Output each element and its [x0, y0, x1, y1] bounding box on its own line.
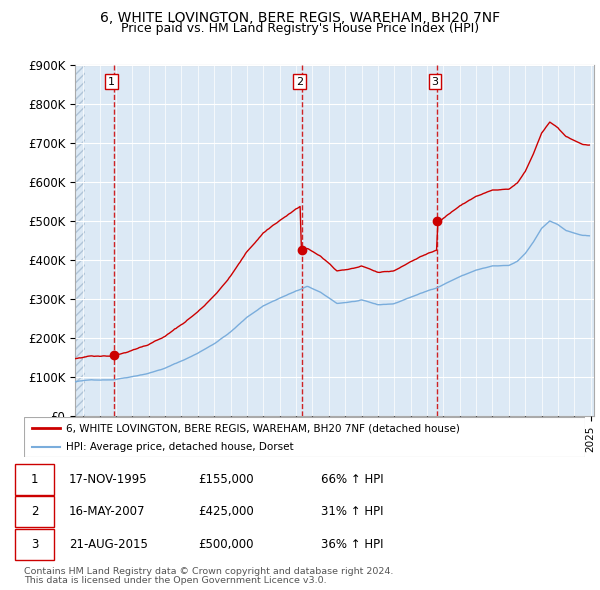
Text: 31% ↑ HPI: 31% ↑ HPI [321, 505, 383, 519]
Text: £500,000: £500,000 [198, 537, 254, 551]
Text: Price paid vs. HM Land Registry's House Price Index (HPI): Price paid vs. HM Land Registry's House … [121, 22, 479, 35]
Text: This data is licensed under the Open Government Licence v3.0.: This data is licensed under the Open Gov… [24, 576, 326, 585]
Text: 3: 3 [31, 537, 38, 551]
Text: HPI: Average price, detached house, Dorset: HPI: Average price, detached house, Dors… [66, 442, 294, 452]
Text: 36% ↑ HPI: 36% ↑ HPI [321, 537, 383, 551]
Text: 6, WHITE LOVINGTON, BERE REGIS, WAREHAM, BH20 7NF (detached house): 6, WHITE LOVINGTON, BERE REGIS, WAREHAM,… [66, 424, 460, 434]
Text: 2: 2 [31, 505, 38, 519]
Text: 21-AUG-2015: 21-AUG-2015 [69, 537, 148, 551]
Text: 2: 2 [296, 77, 303, 87]
Bar [75, 65, 85, 416]
Text: £425,000: £425,000 [198, 505, 254, 519]
Text: 16-MAY-2007: 16-MAY-2007 [69, 505, 146, 519]
Text: 17-NOV-1995: 17-NOV-1995 [69, 473, 148, 486]
Text: 66% ↑ HPI: 66% ↑ HPI [321, 473, 383, 486]
Text: £155,000: £155,000 [198, 473, 254, 486]
Text: 1: 1 [31, 473, 38, 486]
FancyBboxPatch shape [24, 417, 585, 457]
Text: Contains HM Land Registry data © Crown copyright and database right 2024.: Contains HM Land Registry data © Crown c… [24, 567, 394, 576]
Text: 1: 1 [108, 77, 115, 87]
Text: 6, WHITE LOVINGTON, BERE REGIS, WAREHAM, BH20 7NF: 6, WHITE LOVINGTON, BERE REGIS, WAREHAM,… [100, 11, 500, 25]
Text: 3: 3 [431, 77, 439, 87]
